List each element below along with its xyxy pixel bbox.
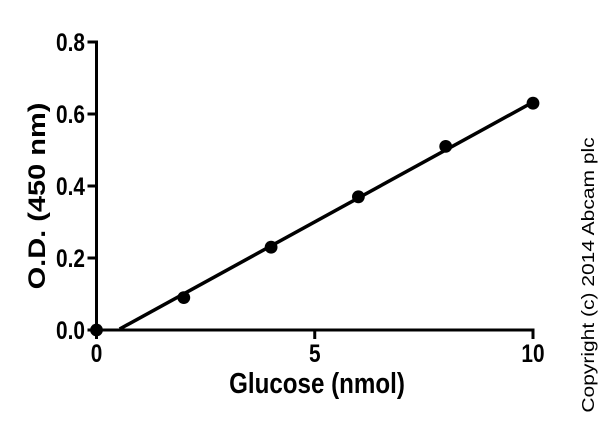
x-tick-label: 10 — [521, 339, 544, 367]
data-point — [90, 323, 103, 337]
x-axis-title: Glucose (nmol) — [229, 367, 405, 400]
axes — [95, 40, 535, 332]
data-point — [526, 96, 540, 110]
data-point — [352, 190, 365, 204]
x-tick-label: 0 — [91, 339, 103, 367]
y-tick-label: 0.6 — [56, 100, 85, 128]
data-point — [177, 291, 191, 304]
y-tick-label: 0.4 — [56, 172, 85, 200]
x-tick-label: 5 — [309, 339, 321, 367]
regression-line — [118, 100, 534, 331]
y-axis-ticks: 0.0 0.2 0.4 0.6 0.8 — [56, 28, 97, 344]
y-tick-label: 0.0 — [56, 316, 85, 344]
copyright-notice: Copyright (c) 2014 Abcam plc — [580, 137, 599, 413]
y-tick-label: 0.2 — [56, 244, 85, 272]
y-axis-title: O.D. (450 nm) — [23, 103, 50, 290]
x-axis-ticks: 0 5 10 — [91, 330, 545, 367]
y-tick-label: 0.8 — [56, 28, 85, 56]
data-points — [90, 96, 540, 337]
data-point — [439, 140, 453, 153]
data-point — [264, 240, 278, 254]
